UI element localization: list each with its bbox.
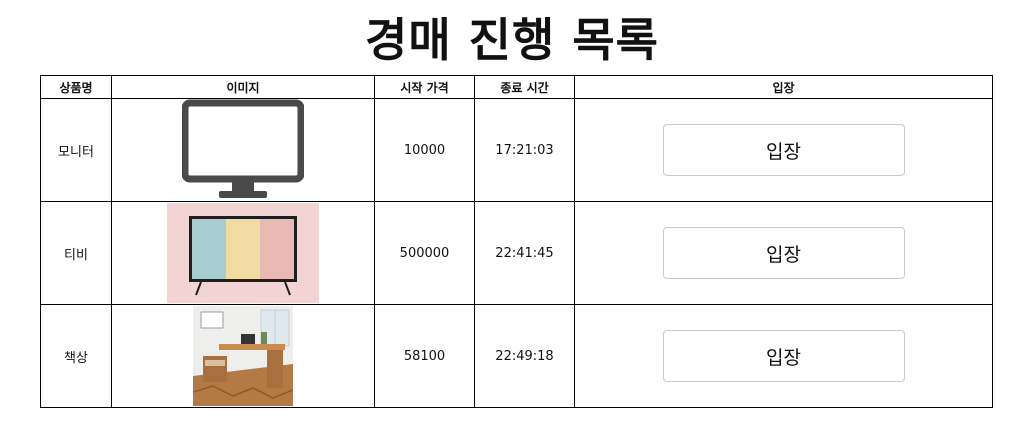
table-header-row: 상품명 이미지 시작 가격 종료 시간 입장 <box>40 75 993 99</box>
desk-image <box>193 306 293 406</box>
enter-button[interactable]: 입장 <box>662 330 905 382</box>
table-row: 책상 58100 22:49:18 <box>40 304 993 408</box>
table-row: 모니터 10000 17:21:03 입장 <box>40 98 993 202</box>
header-enter: 입장 <box>574 75 993 99</box>
table-row: 티비 500000 22:41:45 입장 <box>40 201 993 305</box>
end-time: 22:41:45 <box>474 201 575 305</box>
product-image-cell <box>111 98 375 202</box>
header-product-name: 상품명 <box>40 75 112 99</box>
end-time: 17:21:03 <box>474 98 575 202</box>
product-name: 책상 <box>40 304 112 408</box>
start-price: 10000 <box>374 98 475 202</box>
end-time: 22:49:18 <box>474 304 575 408</box>
auction-table: 상품명 이미지 시작 가격 종료 시간 입장 모니터 10000 17:21:0… <box>40 75 993 408</box>
enter-cell: 입장 <box>574 304 993 408</box>
enter-button[interactable]: 입장 <box>662 227 905 279</box>
enter-cell: 입장 <box>574 98 993 202</box>
header-end-time: 종료 시간 <box>474 75 575 99</box>
product-name: 티비 <box>40 201 112 305</box>
enter-button[interactable]: 입장 <box>662 124 905 176</box>
start-price: 58100 <box>374 304 475 408</box>
header-start-price: 시작 가격 <box>374 75 475 99</box>
product-image-cell <box>111 201 375 305</box>
tv-image <box>167 203 319 303</box>
product-image-cell <box>111 304 375 408</box>
product-name: 모니터 <box>40 98 112 202</box>
monitor-image <box>182 99 304 198</box>
start-price: 500000 <box>374 201 475 305</box>
enter-cell: 입장 <box>574 201 993 305</box>
page-title: 경매 진행 목록 <box>365 13 659 67</box>
header-image: 이미지 <box>111 75 375 99</box>
